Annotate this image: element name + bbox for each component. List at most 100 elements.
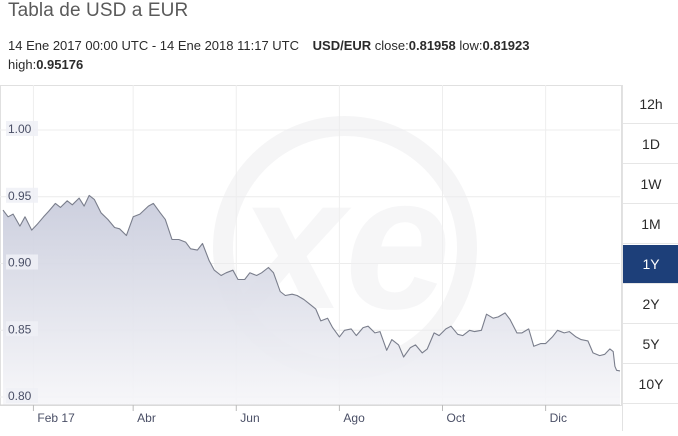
data-point[interactable] bbox=[615, 369, 618, 372]
data-point[interactable] bbox=[42, 215, 45, 218]
data-point[interactable] bbox=[177, 238, 180, 241]
data-point[interactable] bbox=[1, 209, 4, 212]
range-button-5y[interactable]: 5Y bbox=[623, 325, 678, 364]
data-point[interactable] bbox=[314, 307, 317, 310]
data-point[interactable] bbox=[532, 345, 535, 348]
data-point[interactable] bbox=[54, 202, 57, 205]
data-point[interactable] bbox=[164, 218, 167, 221]
range-button-2y[interactable]: 2Y bbox=[623, 285, 678, 324]
data-point[interactable] bbox=[556, 329, 559, 332]
data-point[interactable] bbox=[613, 365, 616, 368]
data-point[interactable] bbox=[7, 215, 10, 218]
data-point[interactable] bbox=[568, 330, 571, 333]
data-point[interactable] bbox=[236, 278, 239, 281]
data-point[interactable] bbox=[93, 198, 96, 201]
range-button-1d[interactable]: 1D bbox=[623, 125, 678, 164]
data-point[interactable] bbox=[78, 197, 81, 200]
data-point[interactable] bbox=[307, 302, 310, 305]
data-point[interactable] bbox=[23, 215, 26, 218]
data-point[interactable] bbox=[461, 334, 464, 337]
data-point[interactable] bbox=[30, 229, 33, 232]
data-point[interactable] bbox=[147, 205, 150, 208]
data-point[interactable] bbox=[152, 202, 155, 205]
data-point[interactable] bbox=[106, 218, 109, 221]
data-point[interactable] bbox=[385, 349, 388, 352]
data-point[interactable] bbox=[504, 311, 507, 314]
data-point[interactable] bbox=[485, 313, 488, 316]
data-point[interactable] bbox=[612, 350, 615, 353]
data-point[interactable] bbox=[343, 329, 346, 332]
data-point[interactable] bbox=[421, 351, 424, 354]
data-point[interactable] bbox=[338, 335, 341, 338]
data-point[interactable] bbox=[539, 342, 542, 345]
data-point[interactable] bbox=[367, 325, 370, 328]
data-point[interactable] bbox=[12, 213, 15, 216]
range-button-10y[interactable]: 10Y bbox=[623, 365, 678, 404]
data-point[interactable] bbox=[231, 269, 234, 272]
data-point[interactable] bbox=[170, 238, 173, 241]
data-point[interactable] bbox=[480, 329, 483, 332]
data-point[interactable] bbox=[586, 339, 589, 342]
data-point[interactable] bbox=[220, 274, 223, 277]
data-point[interactable] bbox=[473, 330, 476, 333]
data-point[interactable] bbox=[83, 205, 86, 208]
data-point[interactable] bbox=[350, 327, 353, 330]
data-point[interactable] bbox=[409, 346, 412, 349]
data-point[interactable] bbox=[18, 225, 21, 228]
data-point[interactable] bbox=[468, 329, 471, 332]
data-point[interactable] bbox=[574, 335, 577, 338]
data-point[interactable] bbox=[509, 318, 512, 321]
range-button-1y[interactable]: 1Y bbox=[623, 245, 678, 284]
data-point[interactable] bbox=[362, 326, 365, 329]
data-point[interactable] bbox=[296, 294, 299, 297]
data-point[interactable] bbox=[591, 351, 594, 354]
data-point[interactable] bbox=[302, 298, 305, 301]
data-point[interactable] bbox=[551, 335, 554, 338]
data-point[interactable] bbox=[255, 274, 258, 277]
data-point[interactable] bbox=[201, 242, 204, 245]
data-point[interactable] bbox=[184, 241, 187, 244]
data-point[interactable] bbox=[208, 259, 211, 262]
data-point[interactable] bbox=[603, 353, 606, 356]
data-point[interactable] bbox=[331, 326, 334, 329]
data-point[interactable] bbox=[47, 210, 50, 213]
data-point[interactable] bbox=[438, 334, 441, 337]
data-point[interactable] bbox=[225, 271, 228, 274]
data-point[interactable] bbox=[373, 331, 376, 334]
data-point[interactable] bbox=[433, 331, 436, 334]
data-point[interactable] bbox=[402, 355, 405, 358]
data-point[interactable] bbox=[59, 206, 62, 209]
data-point[interactable] bbox=[319, 319, 322, 322]
data-point[interactable] bbox=[88, 194, 91, 197]
data-point[interactable] bbox=[527, 327, 530, 330]
data-point[interactable] bbox=[563, 331, 566, 334]
data-point[interactable] bbox=[390, 338, 393, 341]
data-point[interactable] bbox=[326, 317, 329, 320]
data-point[interactable] bbox=[260, 271, 263, 274]
data-point[interactable] bbox=[99, 211, 102, 214]
range-button-12h[interactable]: 12h bbox=[623, 85, 678, 124]
data-point[interactable] bbox=[189, 247, 192, 250]
data-point[interactable] bbox=[291, 293, 294, 296]
data-point[interactable] bbox=[598, 354, 601, 357]
data-point[interactable] bbox=[515, 331, 518, 334]
data-point[interactable] bbox=[272, 271, 275, 274]
data-point[interactable] bbox=[397, 343, 400, 346]
chart-area[interactable]: xe 0.80 0.85 0.90 0.95 1.00 Feb 17 Abr Jun Ago Oct… bbox=[0, 80, 622, 431]
data-point[interactable] bbox=[196, 249, 199, 252]
range-button-1m[interactable]: 1M bbox=[623, 205, 678, 244]
data-point[interactable] bbox=[497, 315, 500, 318]
data-point[interactable] bbox=[118, 227, 121, 230]
data-point[interactable] bbox=[35, 223, 38, 226]
data-point[interactable] bbox=[414, 343, 417, 346]
data-point[interactable] bbox=[279, 290, 282, 293]
data-point[interactable] bbox=[608, 347, 611, 350]
data-point[interactable] bbox=[113, 226, 116, 229]
data-point[interactable] bbox=[284, 294, 287, 297]
data-point[interactable] bbox=[159, 211, 162, 214]
data-point[interactable] bbox=[213, 269, 216, 272]
data-point[interactable] bbox=[492, 317, 495, 320]
data-point[interactable] bbox=[66, 199, 69, 202]
data-point[interactable] bbox=[544, 342, 547, 345]
